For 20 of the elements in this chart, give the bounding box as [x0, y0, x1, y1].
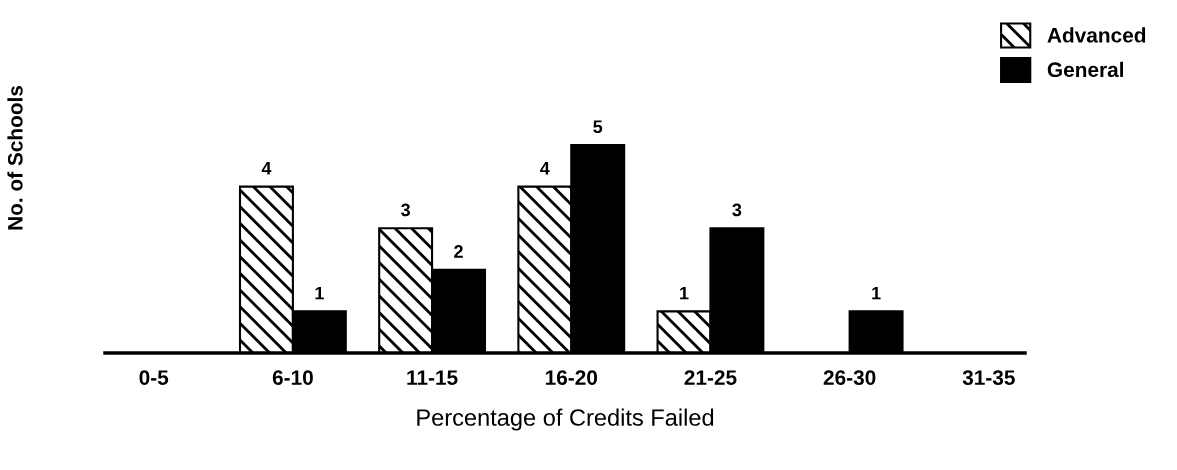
x-tick-label: 11-15 — [407, 370, 458, 385]
x-axis-title: Percentage of Credits Failed — [417, 408, 714, 431]
legend-label: General — [1047, 61, 1124, 78]
legend-label: Advanced — [1047, 27, 1146, 43]
x-tick-label: 6-10 — [272, 370, 313, 385]
data-label: 3 — [401, 203, 410, 217]
y-axis-title: No. of Schools — [7, 85, 23, 230]
x-tick-label: 31-35 — [962, 370, 1015, 385]
data-label: 1 — [315, 286, 324, 300]
x-tick-label: 26-30 — [823, 370, 876, 385]
x-tick-label: 0-5 — [139, 370, 169, 385]
data-label: 2 — [454, 245, 463, 258]
data-label: 5 — [593, 120, 603, 134]
data-label: 1 — [680, 286, 689, 300]
data-label: 3 — [732, 203, 742, 217]
x-tick-label: 21-25 — [684, 370, 737, 385]
data-label: 4 — [261, 162, 272, 175]
data-label: 1 — [872, 286, 881, 300]
x-tick-label: 16-20 — [545, 370, 598, 385]
data-label: 4 — [540, 162, 550, 175]
